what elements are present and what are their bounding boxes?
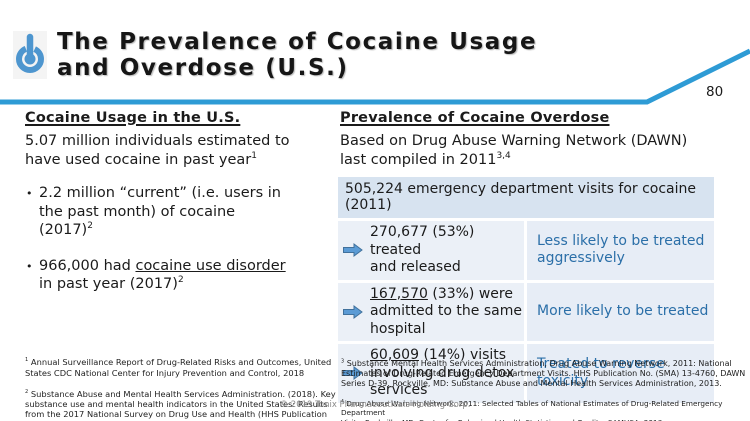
footnote: 4 Drug Abuse Warning Network, 2011: Sele… <box>341 399 749 421</box>
table-cell-stat: 60,609 (14%) visits involving drug detox… <box>338 344 524 403</box>
left-panel-cocaine-usage: Cocaine Usage in the U.S. 5.07 million i… <box>25 110 341 311</box>
footnote-text: Drug Abuse Warning Network, 2011: Select… <box>341 399 723 421</box>
power-icon <box>16 33 44 73</box>
footnote-ref-3-4: 3,4 <box>496 150 511 161</box>
left-panel-bullet-list: 2.2 million “current” (i.e. users in the… <box>25 184 341 294</box>
company-logo <box>13 31 47 79</box>
footnote: 1 Annual Surveillance Report of Drug-Rel… <box>25 357 347 378</box>
stat-number: 167,570 <box>370 285 428 302</box>
right-panel-heading: Prevalence of Cocaine Overdose <box>340 110 610 126</box>
footnote-marker: 2 <box>25 388 29 395</box>
table-cell-note: Less likely to be treated aggressively <box>527 221 714 280</box>
right-footnotes: 3 Substance Mental Health Services Admin… <box>341 349 749 421</box>
slide-title-line1: The Prevalence of Cocaine Usage <box>57 29 538 55</box>
stat-text: 270,677 (53%) treated and released <box>370 224 522 277</box>
table-cell-note: More likely to be treated <box>527 282 714 341</box>
table-row: 167,570 (33%) were admitted to the same … <box>338 282 714 341</box>
bullet-text: 966,000 had <box>39 257 136 274</box>
footnote-text: Substance Mental Health Services Adminis… <box>341 359 746 388</box>
right-panel-cocaine-overdose: Prevalence of Cocaine Overdose Based on … <box>338 110 746 403</box>
footnote-ref-2: 2 <box>87 221 93 232</box>
table-row: 270,677 (53%) treated and released Less … <box>338 221 714 280</box>
bullet-item: 2.2 million “current” (i.e. users in the… <box>25 184 341 240</box>
copyright-footer: © 2019 Tonix Pharmaceuticals Holding Cor… <box>279 400 471 410</box>
intro-text: 5.07 million individuals estimated to ha… <box>25 133 290 168</box>
footnote-text: Annual Surveillance Report of Drug-Relat… <box>25 357 332 378</box>
bullet-item: 966,000 had cocaine use disorder in past… <box>25 257 341 294</box>
footnote-ref-1: 1 <box>251 150 257 161</box>
table-cell-note: Treated to reverse toxicity <box>527 344 714 403</box>
arrow-right-icon <box>343 243 363 258</box>
slide-title: The Prevalence of Cocaine Usage and Overd… <box>57 29 537 81</box>
footnote-marker: 4 <box>341 399 344 405</box>
bullet-text-underlined: cocaine use disorder <box>135 257 286 274</box>
stat-description: (14%) visits involving drug detox servic… <box>370 347 515 398</box>
subtitle-text: Based on Drug Abuse Warning Network (DAW… <box>340 133 688 168</box>
left-footnotes: 1 Annual Surveillance Report of Drug-Rel… <box>25 347 347 421</box>
overdose-table: 505,224 emergency department visits for … <box>338 177 714 403</box>
stat-number: 60,609 <box>370 347 419 363</box>
page-number: 80 <box>706 84 724 100</box>
table-header-row: 505,224 emergency department visits for … <box>338 177 714 218</box>
slide-title-line2: and Overdose (U.S.) <box>57 55 349 81</box>
footnote-ref-2: 2 <box>177 275 184 286</box>
footnote-text: Substance Abuse and Mental Health Servic… <box>25 388 336 421</box>
table-cell-stat: 270,677 (53%) treated and released <box>338 221 524 280</box>
left-panel-intro: 5.07 million individuals estimated to ha… <box>25 132 341 169</box>
stat-description: (53%) treated and released <box>370 224 475 275</box>
right-panel-subtitle: Based on Drug Abuse Warning Network (DAW… <box>340 132 746 169</box>
footnote: 2 Substance Abuse and Mental Health Serv… <box>25 389 347 421</box>
stat-text: 167,570 (33%) were admitted to the same … <box>370 286 522 339</box>
footnote-marker: 3 <box>341 358 345 365</box>
bullet-text: in past year (2017) <box>39 276 178 292</box>
table-row: 60,609 (14%) visits involving drug detox… <box>338 344 714 403</box>
stat-number: 270,677 <box>370 224 428 240</box>
table-cell-stat: 167,570 (33%) were admitted to the same … <box>338 282 524 341</box>
stat-description: (33%) were admitted to the same hospital <box>370 285 522 337</box>
bullet-text: 2.2 million “current” (i.e. users in the… <box>39 185 281 238</box>
left-panel-heading: Cocaine Usage in the U.S. <box>25 110 241 126</box>
stat-text: 60,609 (14%) visits involving drug detox… <box>370 347 514 400</box>
arrow-right-icon <box>343 304 363 319</box>
arrow-right-icon <box>343 366 363 381</box>
footnote: 3 Substance Mental Health Services Admin… <box>341 359 749 389</box>
footnote-marker: 1 <box>25 357 29 364</box>
